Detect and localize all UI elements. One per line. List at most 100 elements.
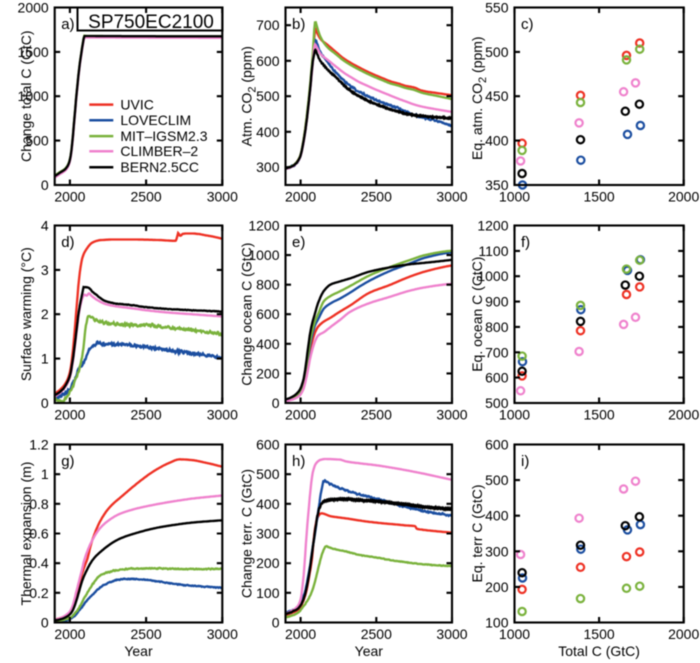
svg-text:4: 4 — [41, 218, 49, 234]
svg-text:1000: 1000 — [18, 88, 49, 104]
svg-text:f): f) — [521, 234, 530, 251]
svg-text:500: 500 — [256, 88, 280, 104]
svg-text:3000: 3000 — [436, 626, 467, 642]
svg-text:500: 500 — [25, 133, 49, 149]
svg-text:1000: 1000 — [477, 268, 508, 284]
svg-text:3: 3 — [41, 262, 49, 278]
svg-text:200: 200 — [256, 555, 280, 571]
svg-text:Surface warming (°C): Surface warming (°C) — [18, 247, 34, 381]
svg-text:2000: 2000 — [54, 626, 85, 642]
svg-text:500: 500 — [485, 395, 509, 411]
svg-text:3000: 3000 — [436, 189, 467, 205]
svg-text:450: 450 — [485, 88, 509, 104]
svg-text:350: 350 — [485, 177, 509, 193]
svg-text:Change terr. C (GtC): Change terr. C (GtC) — [239, 469, 255, 598]
svg-text:200: 200 — [256, 365, 280, 381]
svg-text:600: 600 — [256, 53, 280, 69]
svg-text:Change ocean C (GtC): Change ocean C (GtC) — [239, 243, 255, 386]
svg-text:MIT–IGSM2.3: MIT–IGSM2.3 — [120, 128, 207, 144]
svg-text:2000: 2000 — [668, 407, 699, 423]
svg-text:600: 600 — [256, 306, 280, 322]
svg-text:0: 0 — [41, 615, 49, 631]
svg-text:1500: 1500 — [584, 189, 615, 205]
svg-text:500: 500 — [485, 44, 509, 60]
svg-text:1.2: 1.2 — [29, 437, 49, 453]
svg-text:400: 400 — [485, 133, 509, 149]
svg-text:900: 900 — [485, 294, 509, 310]
svg-text:3000: 3000 — [207, 407, 238, 423]
svg-text:2000: 2000 — [285, 189, 316, 205]
svg-text:100: 100 — [256, 585, 280, 601]
svg-text:2500: 2500 — [131, 407, 162, 423]
svg-text:2500: 2500 — [361, 626, 392, 642]
svg-text:300: 300 — [485, 543, 509, 559]
svg-text:0: 0 — [41, 177, 49, 193]
svg-text:550: 550 — [485, 0, 509, 16]
svg-text:300: 300 — [256, 159, 280, 175]
svg-text:400: 400 — [256, 336, 280, 352]
svg-text:3000: 3000 — [207, 189, 238, 205]
svg-text:1: 1 — [41, 466, 49, 482]
svg-text:0: 0 — [41, 395, 49, 411]
svg-text:700: 700 — [485, 344, 509, 360]
svg-text:2500: 2500 — [361, 407, 392, 423]
svg-text:400: 400 — [256, 496, 280, 512]
svg-text:1000: 1000 — [248, 247, 279, 263]
svg-text:500: 500 — [256, 466, 280, 482]
svg-text:Atm. CO2 (ppm): Atm. CO2 (ppm) — [239, 46, 259, 146]
svg-text:600: 600 — [485, 370, 509, 386]
svg-text:0: 0 — [272, 615, 280, 631]
svg-text:1: 1 — [41, 351, 49, 367]
svg-text:600: 600 — [256, 437, 280, 453]
svg-text:CLIMBER–2: CLIMBER–2 — [120, 143, 198, 159]
svg-text:SP750EC2100: SP750EC2100 — [88, 12, 214, 33]
svg-text:1200: 1200 — [477, 218, 508, 234]
svg-text:c): c) — [521, 16, 534, 33]
svg-text:300: 300 — [256, 526, 280, 542]
svg-text:Total C (GtC): Total C (GtC) — [558, 643, 640, 659]
svg-text:Year: Year — [124, 643, 153, 659]
svg-text:2000: 2000 — [18, 0, 49, 16]
svg-text:b): b) — [292, 16, 305, 33]
svg-text:3000: 3000 — [207, 626, 238, 642]
svg-text:400: 400 — [256, 124, 280, 140]
svg-text:200: 200 — [485, 579, 509, 595]
svg-text:g): g) — [61, 453, 74, 470]
svg-text:1000: 1000 — [499, 189, 530, 205]
svg-text:a): a) — [61, 16, 74, 33]
svg-text:Thermal expansion (m): Thermal expansion (m) — [18, 462, 34, 606]
svg-text:1500: 1500 — [18, 44, 49, 60]
svg-text:2000: 2000 — [285, 407, 316, 423]
svg-text:1000: 1000 — [499, 626, 530, 642]
svg-text:BERN2.5CC: BERN2.5CC — [120, 159, 199, 175]
svg-text:i): i) — [521, 453, 529, 470]
svg-text:600: 600 — [485, 437, 509, 453]
svg-text:1000: 1000 — [499, 407, 530, 423]
svg-text:0.6: 0.6 — [29, 526, 49, 542]
svg-text:0.2: 0.2 — [29, 585, 49, 601]
svg-text:2500: 2500 — [361, 189, 392, 205]
svg-text:h): h) — [292, 453, 305, 470]
svg-text:1200: 1200 — [248, 218, 279, 234]
svg-text:800: 800 — [256, 277, 280, 293]
svg-text:Eq. ocean C (GtC): Eq. ocean C (GtC) — [469, 257, 485, 372]
svg-text:0.4: 0.4 — [29, 555, 49, 571]
svg-text:2000: 2000 — [668, 189, 699, 205]
svg-text:2500: 2500 — [131, 626, 162, 642]
svg-text:500: 500 — [485, 472, 509, 488]
svg-text:LOVECLIM: LOVECLIM — [120, 112, 191, 128]
svg-text:Eq. atm. CO2 (ppm): Eq. atm. CO2 (ppm) — [469, 36, 489, 160]
svg-text:Year: Year — [355, 643, 384, 659]
svg-text:1100: 1100 — [478, 243, 508, 259]
svg-text:2000: 2000 — [54, 407, 85, 423]
svg-text:2: 2 — [41, 306, 49, 322]
svg-text:Eq. terr C (GtC): Eq. terr C (GtC) — [469, 484, 485, 582]
svg-text:d): d) — [61, 234, 74, 251]
svg-text:e): e) — [292, 234, 305, 251]
svg-text:Change total C (GtC): Change total C (GtC) — [18, 30, 34, 162]
svg-text:2000: 2000 — [668, 626, 699, 642]
svg-text:400: 400 — [485, 508, 509, 524]
svg-text:100: 100 — [485, 615, 509, 631]
svg-text:2500: 2500 — [131, 189, 162, 205]
svg-text:800: 800 — [485, 319, 509, 335]
